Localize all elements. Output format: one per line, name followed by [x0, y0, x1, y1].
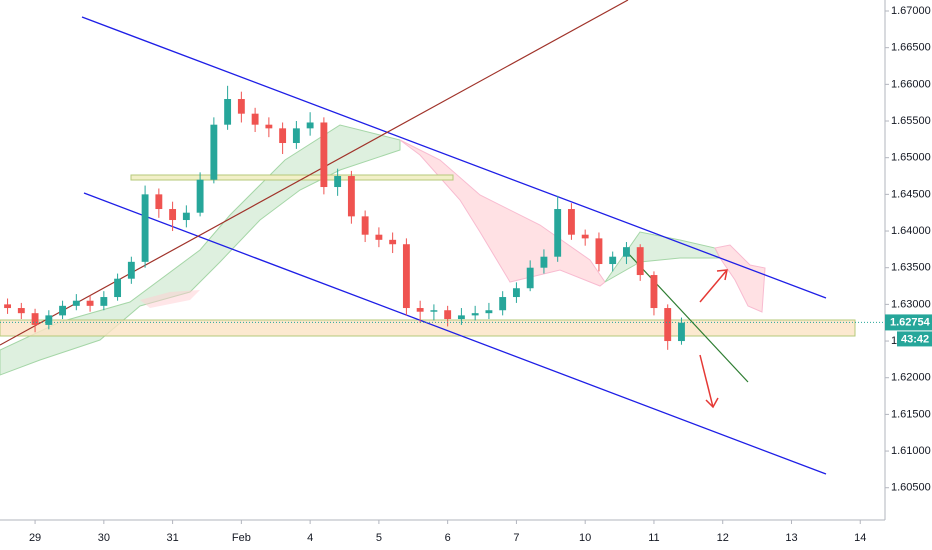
- countdown-box: [897, 331, 932, 347]
- candle-body: [306, 122, 314, 129]
- x-tick-label: 11: [648, 532, 659, 544]
- y-tick-label: 1.61000: [891, 445, 931, 457]
- y-tick-label: 1.63500: [891, 262, 931, 274]
- candle-body: [416, 308, 424, 312]
- x-tick-label: 13: [785, 532, 797, 544]
- arrow-down-head: [705, 397, 719, 409]
- x-tick-label: 31: [166, 532, 178, 544]
- candle-body: [114, 278, 122, 298]
- support-zone: [0, 319, 856, 337]
- candle-body: [595, 238, 603, 265]
- y-tick-label: 1.67000: [891, 5, 931, 17]
- candle-body: [100, 297, 108, 306]
- candle-body: [389, 239, 397, 245]
- candle-body: [402, 244, 410, 309]
- candle-body: [210, 124, 218, 180]
- candle-body: [609, 256, 617, 265]
- trend-line: [624, 249, 749, 383]
- candle-body: [512, 288, 520, 298]
- resistance-zone: [130, 174, 454, 181]
- candle-body: [45, 315, 53, 325]
- candle-body: [581, 234, 589, 239]
- x-tick-label: 14: [854, 532, 866, 544]
- candle-body: [17, 308, 25, 314]
- candle-body: [72, 300, 80, 306]
- y-tick-label: 1.61500: [891, 408, 931, 420]
- cloud-red: [714, 244, 766, 313]
- x-tick-label: 29: [29, 532, 41, 544]
- x-tick-label: Feb: [232, 532, 251, 544]
- y-tick-label: 1.66000: [891, 78, 931, 90]
- y-tick-label: 1.66500: [891, 42, 931, 54]
- price-label-box: [885, 314, 932, 331]
- x-tick-label: 30: [98, 532, 110, 544]
- trend-line: [0, 0, 629, 346]
- x-tick-label: 7: [513, 532, 519, 544]
- y-tick-label: 1.62000: [891, 372, 931, 384]
- price-label: 1.62754: [890, 316, 931, 328]
- candle-body: [279, 128, 287, 144]
- arrow-up-head: [716, 269, 728, 281]
- candle-body: [444, 310, 452, 320]
- candle-body: [320, 122, 328, 188]
- x-tick-label: 10: [579, 532, 591, 544]
- candle-body: [678, 322, 685, 342]
- candle-body: [499, 297, 507, 311]
- y-tick-label: 1.65000: [891, 152, 931, 164]
- candle-body: [182, 212, 190, 221]
- x-tick-label: 5: [376, 532, 382, 544]
- candle-body: [457, 315, 465, 320]
- candle-body: [196, 179, 204, 213]
- countdown-label: 43:42: [901, 333, 929, 345]
- candle-body: [664, 308, 672, 342]
- cloud-green: [0, 124, 401, 376]
- candle-body: [430, 310, 438, 312]
- candle-body: [224, 99, 232, 125]
- candle-body: [265, 124, 273, 129]
- candle-body: [334, 176, 342, 188]
- candle-body: [567, 209, 575, 235]
- channel-upper: [81, 16, 827, 299]
- y-tick-label: 1.65500: [891, 115, 931, 127]
- y-tick-label: 1.64500: [891, 188, 931, 200]
- candle-body: [31, 313, 39, 325]
- cloud-red: [140, 290, 200, 308]
- candle-body: [347, 176, 355, 217]
- x-tick-label: 12: [717, 532, 729, 544]
- candle-body: [485, 310, 493, 314]
- candle-body: [526, 267, 534, 289]
- candle-body: [86, 300, 94, 306]
- arrow-down: [699, 354, 714, 408]
- y-tick-label: 1.64000: [891, 225, 931, 237]
- arrow-up: [699, 269, 728, 303]
- annotations: [0, 0, 856, 475]
- candle-body: [650, 275, 658, 309]
- candle-body: [127, 261, 135, 279]
- candle-body: [361, 216, 369, 235]
- candle-body: [251, 113, 259, 125]
- candle-body: [141, 194, 149, 262]
- candle-body: [554, 209, 562, 257]
- x-tick-label: 4: [307, 532, 313, 544]
- candle-body: [471, 313, 479, 316]
- y-tick-label: 1.63000: [891, 298, 931, 310]
- candle-body: [540, 256, 548, 268]
- candle-body: [4, 304, 12, 309]
- candle-body: [292, 128, 300, 144]
- candle-body: [59, 305, 67, 316]
- x-tick-label: 6: [445, 532, 451, 544]
- candle-body: [623, 247, 630, 257]
- candle-body: [155, 194, 163, 210]
- candle-body: [375, 234, 383, 240]
- candle-body: [636, 247, 644, 276]
- y-tick-label: 1.60500: [891, 482, 931, 494]
- channel-lower: [83, 192, 827, 475]
- candle-body: [169, 209, 177, 221]
- candle-body: [237, 99, 245, 114]
